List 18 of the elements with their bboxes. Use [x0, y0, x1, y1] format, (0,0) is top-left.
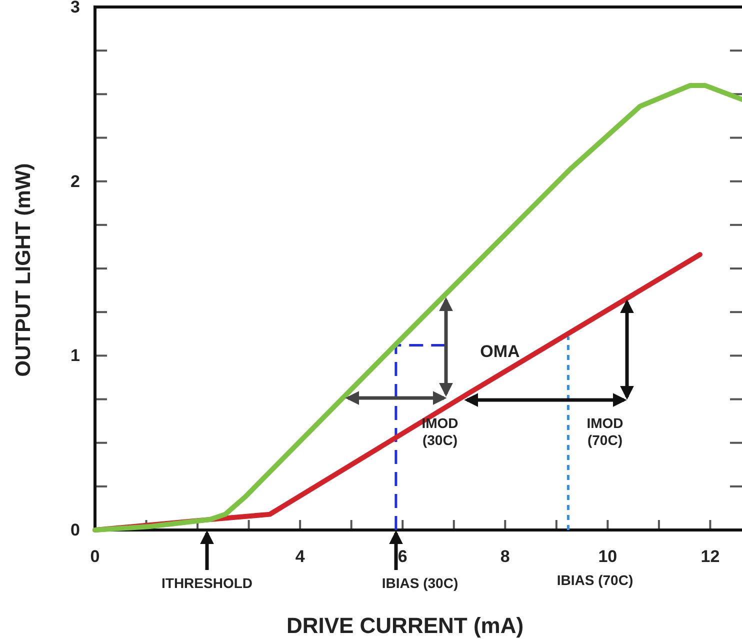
y-tick-label: 1 — [70, 346, 80, 366]
x-tick-label: 8 — [500, 547, 510, 566]
x-tick-label: 0 — [90, 547, 100, 566]
text: IBIAS (30C) — [382, 575, 458, 591]
x-tick-label: 6 — [398, 547, 408, 566]
y-tick-label: 3 — [70, 0, 80, 16]
y-axis-title: OUTPUT LIGHT (mW) — [12, 163, 35, 377]
text: IBIAS (70C) — [556, 572, 634, 588]
y-tick-label: 2 — [70, 172, 80, 191]
annotation: IMOD (30C) — [422, 415, 458, 448]
annotation: OMA — [480, 342, 520, 361]
text: ITHRESHOLD — [162, 575, 252, 591]
x-tick-label: 12 — [700, 547, 720, 566]
x-axis-title: DRIVE CURRENT (mA) — [286, 613, 524, 638]
x-tick-label: 4 — [295, 547, 306, 566]
y-tick-label: 0 — [70, 520, 80, 540]
x-tick-label: 10 — [598, 547, 618, 566]
annotation: IMOD (70C) — [586, 415, 624, 448]
